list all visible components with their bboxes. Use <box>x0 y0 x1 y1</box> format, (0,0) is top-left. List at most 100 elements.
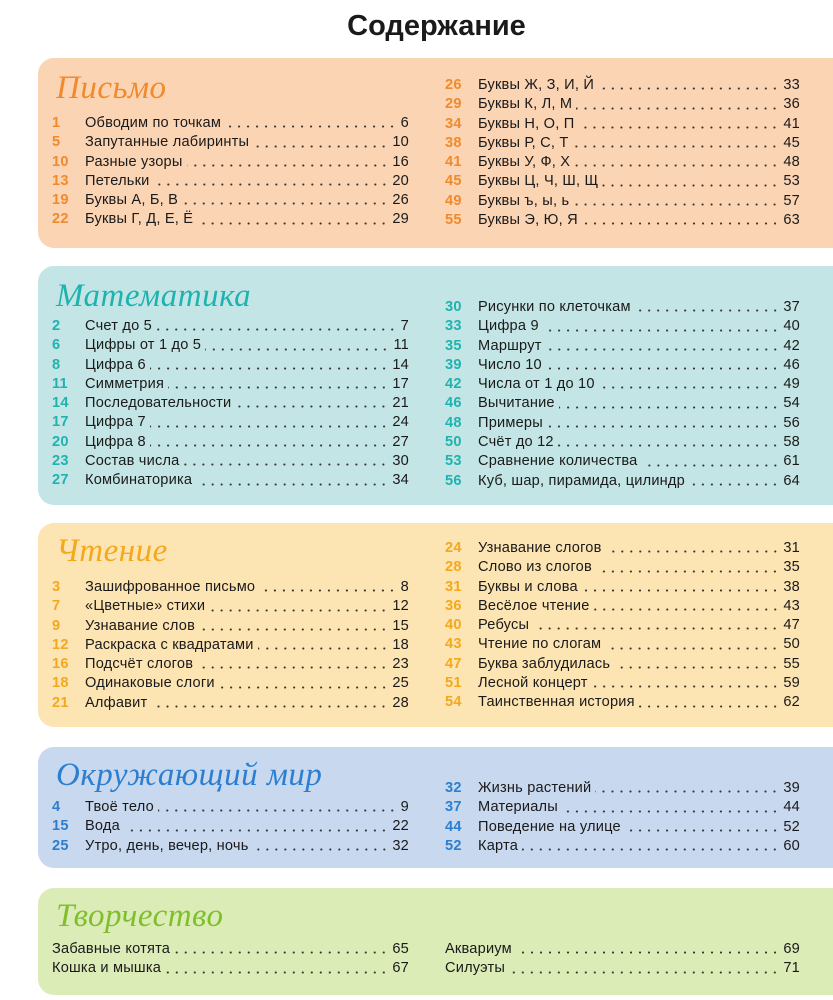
dot-leader <box>151 705 389 709</box>
dot-leader <box>153 183 389 187</box>
dot-leader <box>515 951 780 955</box>
entry-page: 49 <box>783 376 800 393</box>
toc-entry: 44 Поведение на улице 52 <box>445 818 800 837</box>
toc-entry: 22 Буквы Г, Д, Е, Ё 29 <box>52 210 409 229</box>
toc-entry: 29 Буквы К, Л, М 36 <box>445 95 800 114</box>
entry-page: 20 <box>392 172 409 189</box>
entry-title: Буквы У, Ф, Х <box>478 154 571 171</box>
dot-leader <box>186 163 389 167</box>
entry-page: 26 <box>392 192 409 209</box>
dot-leader <box>253 144 389 148</box>
toc-entry: 55 Буквы Э, Ю, Я 63 <box>445 211 800 230</box>
entry-page: 58 <box>783 434 800 451</box>
entry-title: Рисунки по клеточкам <box>478 299 631 315</box>
dot-leader <box>557 444 780 448</box>
entry-title: Маршрут <box>478 337 542 354</box>
entry-number: 17 <box>52 414 69 431</box>
entry-number: 35 <box>445 337 462 354</box>
dot-leader <box>598 386 780 390</box>
dot-leader <box>157 809 397 813</box>
entry-title: Весёлое чтение <box>478 597 590 614</box>
toc-entry: 5 Запутанные лабиринты 10 <box>52 133 409 152</box>
entry-page: 64 <box>783 472 800 489</box>
entry-number: 27 <box>52 472 69 489</box>
entry-number: 47 <box>445 655 462 672</box>
entry-title: Петельки <box>85 172 150 189</box>
entry-number: 37 <box>445 799 462 816</box>
entry-number: 19 <box>52 192 69 209</box>
dot-leader <box>605 550 780 554</box>
toc-entry: 46 Вычитание 54 <box>445 394 800 413</box>
toc-entry: 40 Ребусы 47 <box>445 616 800 635</box>
entry-title: Утро, день, вечер, ночь <box>85 837 249 854</box>
entry-number: 33 <box>445 318 462 335</box>
dot-leader <box>252 847 389 851</box>
entry-number: 39 <box>445 356 462 373</box>
section-title: Творчество <box>56 898 224 934</box>
entry-page: 59 <box>783 675 800 692</box>
toc-entry: 8 Цифра 6 14 <box>52 356 409 375</box>
entry-page: 46 <box>783 356 800 373</box>
entry-title: Цифра 6 <box>85 356 146 373</box>
entry-number: 53 <box>445 453 462 470</box>
entry-page: 16 <box>392 153 409 170</box>
entry-title: Таинственная история <box>478 694 635 711</box>
entry-title: Поведение на улице <box>478 818 621 835</box>
toc-entry: 54 Таинственная история 62 <box>445 693 800 712</box>
toc-entry: 39 Число 10 46 <box>445 356 800 375</box>
entry-page: 10 <box>392 134 409 151</box>
entry-page: 11 <box>393 337 409 354</box>
toc-entry: 33 Цифра 9 40 <box>445 317 800 336</box>
toc-column: 30 Рисунки по клеточкам 37 33 Цифра 9 40 35 Мар… <box>445 298 800 491</box>
toc-entry: 56 Куб, шар, пирамида, цилиндр 64 <box>445 472 800 491</box>
entry-number: 50 <box>445 434 462 451</box>
section-box: Чтение 3 Зашифрованное письмо 8 7 «Цветные» с… <box>38 523 833 727</box>
dot-leader <box>591 685 780 689</box>
section-title: Письмо <box>56 70 167 106</box>
entry-number: 6 <box>52 337 61 354</box>
entry-number: 36 <box>445 597 462 614</box>
entry-title: Буквы Н, О, П <box>478 115 575 132</box>
toc-entry: Кошка и мышка 67 <box>52 959 409 978</box>
entry-title: Состав числа <box>85 453 180 470</box>
toc-entry: 1 Обводим по точкам 6 <box>52 114 409 133</box>
entry-title: Цифра 7 <box>85 414 146 431</box>
entry-title: Твоё тело <box>85 799 154 815</box>
entry-title: Лесной концерт <box>478 675 588 692</box>
entry-number: 43 <box>445 636 462 653</box>
entry-page: 50 <box>783 636 800 653</box>
toc-column: 32 Жизнь растений 39 37 Материалы 44 44 Поведен… <box>445 779 800 856</box>
dot-leader <box>149 424 389 428</box>
entry-page: 57 <box>783 192 800 209</box>
entry-page: 37 <box>783 299 800 315</box>
entry-page: 52 <box>783 818 800 835</box>
dot-leader <box>641 463 780 467</box>
entry-number: 10 <box>52 153 69 170</box>
entry-title: Алфавит <box>85 694 148 711</box>
entry-number: 49 <box>445 192 462 209</box>
entry-title: Вычитание <box>478 395 555 412</box>
toc-column: 26 Буквы Ж, З, И, Й 33 29 Буквы К, Л, М 36 34 Б… <box>445 76 800 230</box>
toc-entry: 49 Буквы ъ, ы, ь 57 <box>445 192 800 211</box>
dot-leader <box>581 222 780 226</box>
section-title: Математика <box>56 278 252 314</box>
dot-leader <box>196 482 389 486</box>
entry-page: 15 <box>392 617 409 634</box>
toc-entry: 23 Состав числа 30 <box>52 452 409 471</box>
entry-number: 13 <box>52 172 69 189</box>
entry-number: 8 <box>52 356 61 373</box>
toc-entry: 48 Примеры 56 <box>445 414 800 433</box>
dot-leader <box>509 970 780 974</box>
toc-entry: 41 Буквы У, Ф, Х 48 <box>445 153 800 172</box>
toc-entry: 43 Чтение по слогам 50 <box>445 635 800 654</box>
entry-number: 48 <box>445 414 462 431</box>
dot-leader <box>558 405 780 409</box>
entry-page: 40 <box>783 318 800 335</box>
entry-page: 61 <box>783 453 800 470</box>
entry-page: 22 <box>392 818 409 835</box>
toc-entry: 51 Лесной концерт 59 <box>445 674 800 693</box>
entry-title: Зашифрованное письмо <box>85 579 256 595</box>
entry-page: 60 <box>783 837 800 854</box>
section-box: Творчество Забавные котята 65 Кошка и мышка… <box>38 888 833 995</box>
entry-number: 5 <box>52 134 61 151</box>
